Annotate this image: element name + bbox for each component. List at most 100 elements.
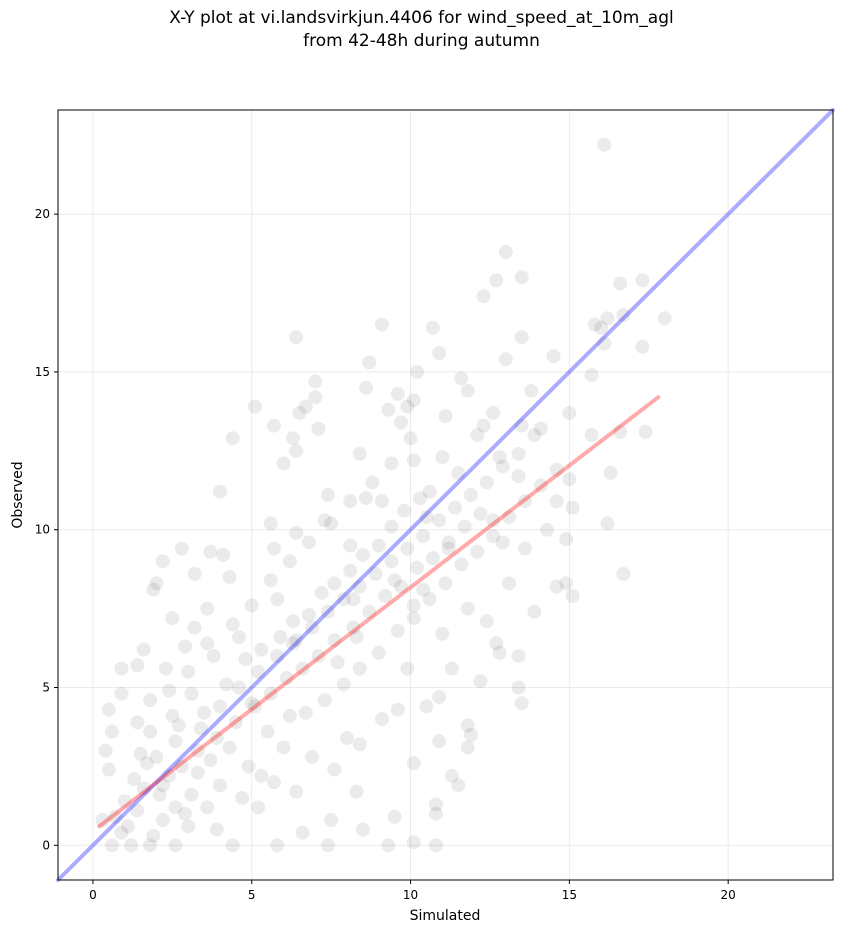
data-point	[282, 708, 297, 723]
data-point	[235, 790, 250, 805]
data-point	[479, 475, 494, 490]
data-point	[270, 648, 285, 663]
data-point	[187, 620, 202, 635]
chart-title-line-2: from 42-48h during autumn	[303, 31, 540, 51]
data-point	[241, 759, 256, 774]
data-point	[158, 661, 173, 676]
data-point	[203, 753, 218, 768]
data-point	[238, 652, 253, 667]
data-point	[533, 421, 548, 436]
data-point	[286, 614, 301, 629]
chart-title-line-1: X-Y plot at vi.landsvirkjun.4406 for win…	[169, 8, 674, 28]
data-point	[181, 664, 196, 679]
data-point	[305, 620, 320, 635]
data-point	[320, 838, 335, 853]
data-point	[222, 570, 237, 585]
data-point	[394, 415, 409, 430]
data-point	[162, 683, 177, 698]
data-point	[301, 607, 316, 622]
data-point	[228, 715, 243, 730]
data-point	[584, 428, 599, 443]
data-point	[311, 648, 326, 663]
data-point	[244, 696, 259, 711]
data-point	[428, 806, 443, 821]
data-point	[470, 544, 485, 559]
data-point	[359, 491, 374, 506]
data-point	[394, 579, 409, 594]
data-point	[193, 721, 208, 736]
data-point	[317, 513, 332, 528]
data-point	[476, 289, 491, 304]
data-point	[152, 787, 167, 802]
data-point	[457, 519, 472, 534]
data-point	[495, 459, 510, 474]
data-point	[406, 611, 421, 626]
data-point	[289, 633, 304, 648]
data-point	[146, 828, 161, 843]
data-point	[324, 516, 339, 531]
data-point	[492, 645, 507, 660]
data-point	[460, 718, 475, 733]
data-point	[559, 576, 574, 591]
data-point	[390, 387, 405, 402]
data-point	[136, 642, 151, 657]
data-point	[374, 494, 389, 509]
identity-line	[56, 108, 835, 882]
data-point	[352, 579, 367, 594]
data-point	[473, 506, 488, 521]
data-point	[260, 724, 275, 739]
data-point	[266, 418, 281, 433]
data-point	[486, 513, 501, 528]
data-point	[336, 592, 351, 607]
data-point	[444, 768, 459, 783]
data-point	[409, 560, 424, 575]
data-point	[378, 588, 393, 603]
data-point	[301, 535, 316, 550]
data-point	[206, 648, 221, 663]
data-point	[98, 743, 113, 758]
data-point	[174, 541, 189, 556]
data-point	[286, 636, 301, 651]
data-point	[292, 405, 307, 420]
data-point	[454, 557, 469, 572]
data-point	[251, 800, 266, 815]
data-point	[409, 364, 424, 379]
data-point	[387, 573, 402, 588]
data-point	[349, 630, 364, 645]
data-point	[371, 645, 386, 660]
data-point	[143, 724, 158, 739]
data-point	[635, 339, 650, 354]
data-point	[212, 699, 227, 714]
y-tick-label: 5	[42, 681, 50, 695]
data-point	[489, 273, 504, 288]
data-point	[114, 825, 129, 840]
data-point	[203, 544, 218, 559]
data-point	[359, 380, 374, 395]
data-point	[616, 566, 631, 581]
data-point	[400, 399, 415, 414]
data-point	[549, 462, 564, 477]
data-point	[527, 428, 542, 443]
x-tick-label: 10	[403, 888, 418, 902]
data-point	[448, 500, 463, 515]
data-point	[181, 819, 196, 834]
data-point	[514, 696, 529, 711]
data-point	[212, 484, 227, 499]
data-point	[232, 630, 247, 645]
data-point	[311, 421, 326, 436]
data-point	[657, 311, 672, 326]
data-point	[355, 547, 370, 562]
data-point	[441, 535, 456, 550]
data-point	[613, 424, 628, 439]
data-point	[390, 702, 405, 717]
data-point	[486, 529, 501, 544]
data-point	[463, 727, 478, 742]
data-point	[197, 705, 212, 720]
data-point	[168, 800, 183, 815]
data-point	[317, 693, 332, 708]
data-point	[495, 535, 510, 550]
data-point	[155, 778, 170, 793]
data-point	[406, 453, 421, 468]
data-point	[390, 623, 405, 638]
